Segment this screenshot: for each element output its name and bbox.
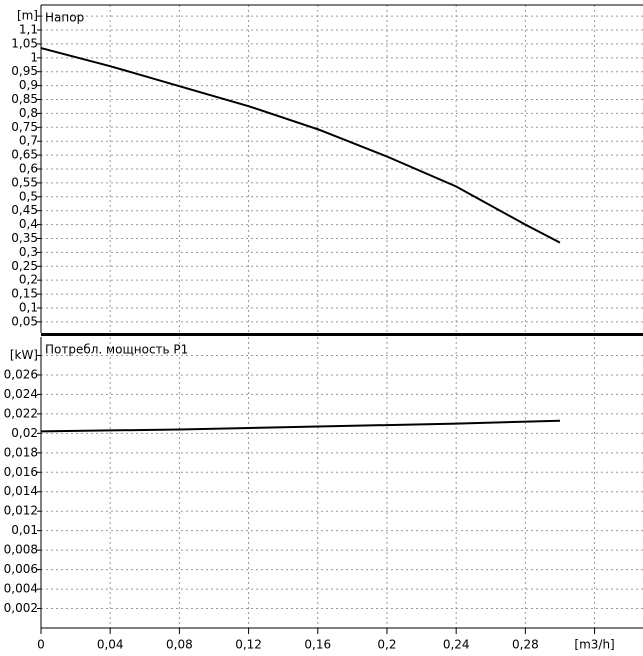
- y-tick-label: 0,4: [19, 217, 38, 231]
- y-tick-label: 0,012: [4, 504, 38, 518]
- y-tick-label: 0,01: [11, 523, 38, 537]
- line: [40, 47, 561, 244]
- y-tick-label: 0,8: [19, 106, 38, 120]
- y-tick-label: 0,45: [11, 203, 38, 217]
- y-tick-label: 0,65: [11, 148, 38, 162]
- x-tick-label: 0,04: [97, 638, 124, 652]
- y-tick-label: 0,018: [4, 445, 38, 459]
- y-tick-label: 1,1: [19, 23, 38, 37]
- panel-title: Потребл. мощность P1: [45, 343, 188, 357]
- y-tick-label: 0,7: [19, 134, 38, 148]
- y-tick-label: 0,15: [11, 287, 38, 301]
- x-tick-label: 0,24: [443, 638, 470, 652]
- panel-divider: [41, 333, 643, 336]
- y-tick-label: 0,026: [4, 367, 38, 381]
- x-tick-label: 0,16: [304, 638, 331, 652]
- y-tick-label: 0,95: [11, 64, 38, 78]
- y-tick-label: 0,008: [4, 543, 38, 557]
- y-tick-label: 0,75: [11, 120, 38, 134]
- panel-title: Напор: [45, 11, 84, 25]
- y-tick-label: 0,2: [19, 273, 38, 287]
- x-tick-label: 0: [37, 638, 45, 652]
- y-tick-label: 0,85: [11, 92, 38, 106]
- y-tick-label: [kW]: [10, 348, 38, 362]
- y-tick-label: 0,05: [11, 314, 38, 328]
- y-tick-label: 0,5: [19, 189, 38, 203]
- y-tick-label: 0,002: [4, 601, 38, 615]
- y-tick-label: 0,1: [19, 300, 38, 314]
- y-tick-label: 0,022: [4, 406, 38, 420]
- y-tick-label: 0,3: [19, 245, 38, 259]
- y-tick-label: 1,05: [11, 36, 38, 50]
- y-tick-label: 1: [30, 50, 38, 64]
- x-tick-label: 0,28: [512, 638, 539, 652]
- y-tick-label: 0,6: [19, 162, 38, 176]
- y-tick-label: 0,35: [11, 231, 38, 245]
- y-tick-label: 0,55: [11, 175, 38, 189]
- y-tick-label: 0,024: [4, 387, 38, 401]
- y-tick-label: [m]: [17, 9, 38, 23]
- x-tick-label: 0,2: [377, 638, 396, 652]
- y-tick-label: 0,016: [4, 465, 38, 479]
- x-tick-label: 0,12: [235, 638, 262, 652]
- line: [40, 419, 560, 433]
- y-tick-label: 0,014: [4, 484, 38, 498]
- y-tick-label: 0,006: [4, 562, 38, 576]
- y-tick-label: 0,004: [4, 582, 38, 596]
- y-tick-label: 0,9: [19, 78, 38, 92]
- y-tick-label: 0,25: [11, 259, 38, 273]
- x-tick-label: [m3/h]: [574, 638, 614, 652]
- x-tick-label: 0,08: [166, 638, 193, 652]
- y-tick-label: 0,02: [11, 426, 38, 440]
